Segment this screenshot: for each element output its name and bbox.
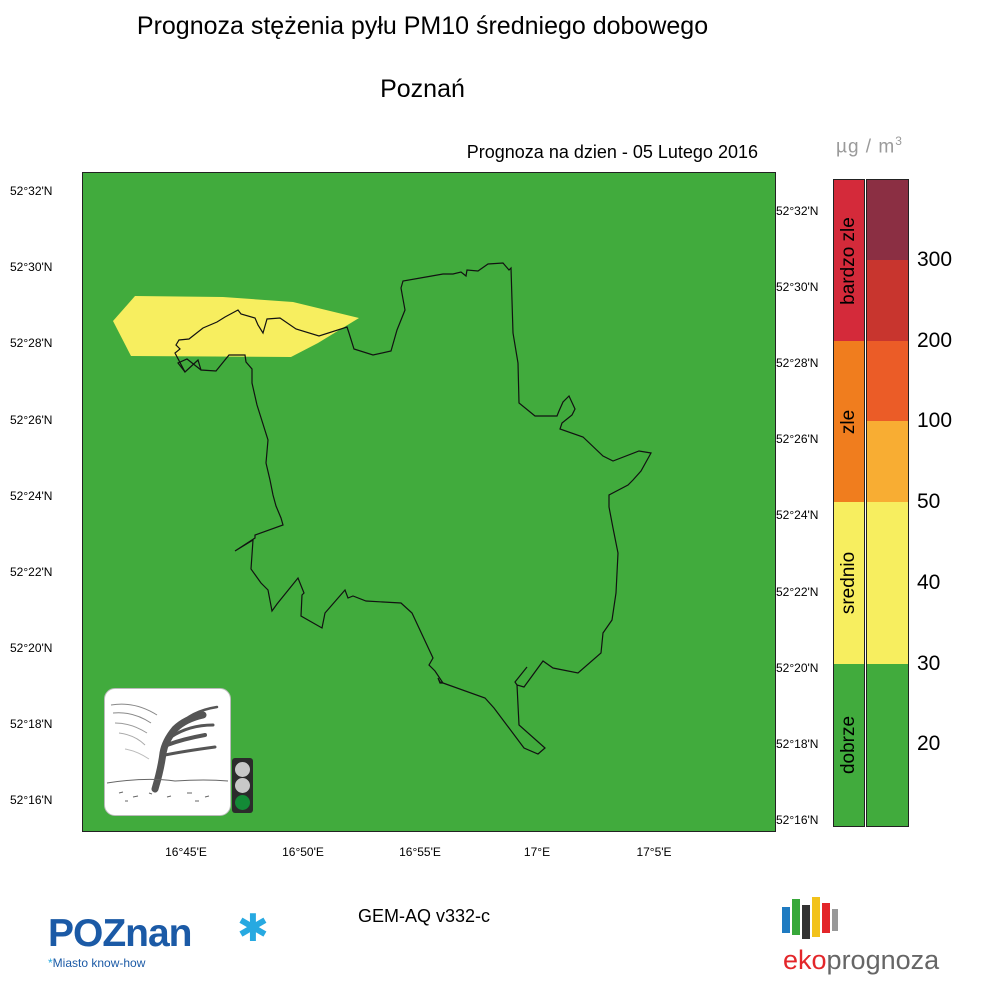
forecast-date: Prognoza na dzien - 05 Lutego 2016: [466, 142, 758, 162]
lat-label-right: 52°26'N: [776, 432, 819, 446]
lon-label: 16°50'E: [282, 845, 324, 859]
lat-label-right: 52°20'N: [776, 661, 819, 675]
category-legend: bardzo zle zle srednio dobrze: [833, 179, 865, 827]
poznan-tagline: *Miasto know-how: [48, 956, 192, 970]
scale-segment: [867, 260, 908, 341]
city-name: Poznań: [380, 75, 465, 103]
eko-suffix: prognoza: [826, 945, 940, 975]
category-label-text: zle: [837, 409, 859, 434]
category-label-text: dobrze: [838, 715, 860, 775]
scale-tick-value: 300: [917, 248, 953, 271]
lat-label-left: 52°30'N: [10, 260, 53, 274]
traffic-light-lamp: [235, 762, 250, 777]
poznan-logo-text: POZnan: [48, 912, 193, 955]
poznan-tagline-text: Miasto know-how: [52, 956, 146, 970]
lon-label: 16°55'E: [399, 845, 441, 859]
lat-label-right: 52°18'N: [776, 737, 819, 751]
lat-label-right: 52°32'N: [776, 204, 819, 218]
lat-label-right: 52°22'N: [776, 585, 819, 599]
unit-exponent: 3: [895, 134, 903, 148]
ekoprognoza-logo: ekoprognoza: [775, 895, 965, 985]
scale-tick-value: 200: [917, 329, 953, 352]
poznan-logo: POZnan ✱ *Miasto know-how: [48, 908, 269, 970]
windy-tree-logo: [104, 688, 231, 816]
map-title: Prognoza stężenia pyłu PM10 średniego do…: [136, 12, 709, 40]
category-label: zle: [834, 341, 864, 502]
scale-segment: [867, 180, 908, 260]
traffic-light-icon: [232, 758, 253, 813]
windy-tree-icon: [106, 703, 229, 802]
category-segment: [834, 502, 864, 664]
category-segment: [834, 664, 864, 826]
category-label-text: bardzo zle: [838, 216, 860, 305]
scale-segment: [867, 421, 908, 502]
lat-label-right: 52°30'N: [776, 280, 819, 294]
category-label: srednio: [834, 502, 864, 664]
map-canvas: [113, 262, 652, 755]
lat-label-left: 52°24'N: [10, 489, 53, 503]
category-segment: [834, 341, 864, 502]
scale-segment: [867, 745, 908, 826]
scale-segment: [867, 664, 908, 745]
scale-segment: [867, 583, 908, 664]
city-boundary: [174, 262, 652, 755]
category-label: dobrze: [834, 664, 864, 826]
lat-label-right: 52°28'N: [776, 356, 819, 370]
scale-tick-value: 30: [917, 652, 941, 675]
west-boundary-detail: [177, 358, 202, 373]
lat-label-left: 52°16'N: [10, 793, 53, 807]
pollution-plume: [113, 296, 359, 357]
scale-tick-value: 100: [917, 409, 953, 432]
scale-segment: [867, 502, 908, 583]
asterisk-icon: *: [48, 956, 53, 970]
model-version: GEM-AQ v332-c: [358, 906, 491, 926]
scale-tick-value: 20: [917, 732, 941, 755]
lat-label-left: 52°20'N: [10, 641, 53, 655]
lat-label-right: 52°16'N: [776, 813, 819, 827]
unit-label: µg / m3: [836, 134, 903, 158]
traffic-light-lamp: [235, 795, 250, 810]
color-bars-icon: [782, 897, 838, 939]
asterisk-icon: ✱: [237, 908, 269, 950]
traffic-light-lamp: [235, 778, 250, 793]
lat-label-left: 52°22'N: [10, 565, 53, 579]
lon-label: 17°5'E: [636, 845, 672, 859]
scale-segment: [867, 341, 908, 421]
category-label-text: srednio: [838, 551, 860, 615]
lon-label: 16°45'E: [165, 845, 207, 859]
category-label: bardzo zle: [834, 180, 864, 341]
scale-tick-value: 40: [917, 571, 941, 594]
category-segment: [834, 180, 864, 341]
lat-label-left: 52°32'N: [10, 184, 53, 198]
lat-label-left: 52°26'N: [10, 413, 53, 427]
ekoprognoza-wordmark: ekoprognoza: [783, 945, 939, 976]
lat-label-right: 52°24'N: [776, 508, 819, 522]
color-scale: [866, 179, 909, 827]
unit-base: µg / m: [836, 136, 896, 158]
scale-tick-value: 50: [917, 490, 941, 513]
eko-prefix: eko: [783, 945, 827, 975]
lat-label-left: 52°28'N: [10, 336, 53, 350]
lon-label: 17°E: [523, 845, 551, 859]
lat-label-left: 52°18'N: [10, 717, 53, 731]
